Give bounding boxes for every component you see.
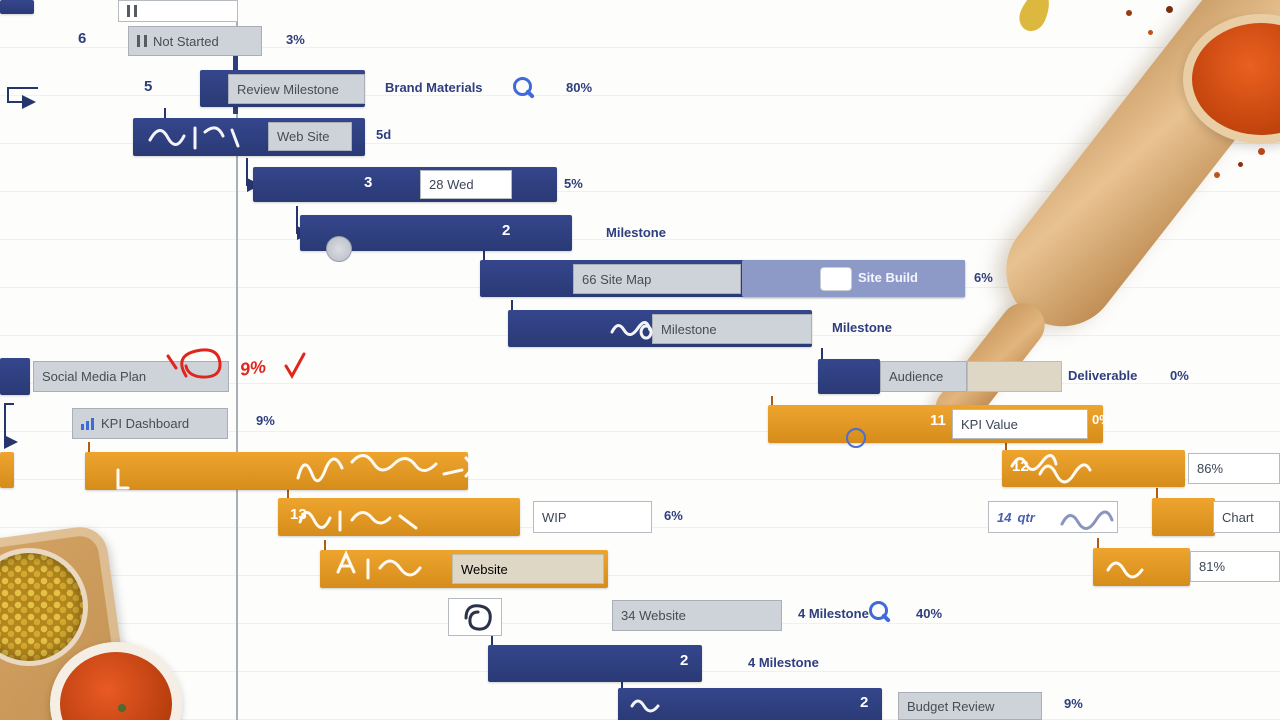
task-progress-box[interactable]: 86% [1188,453,1280,484]
task-label: Audience [889,369,944,384]
scribbled-note-box[interactable] [448,598,502,636]
task-date-box[interactable]: 28 Wed [420,170,512,199]
gantt-bar[interactable] [0,358,30,395]
task-id-label: 5 [144,78,153,95]
magnifier-icon[interactable] [512,76,536,100]
task-progress-label: 6% [974,270,993,285]
task-label: Website [461,561,508,577]
task-label-box[interactable]: Review Milestone [228,74,365,104]
task-name-label: Milestone [606,225,666,240]
task-id-label: 2 [680,652,689,669]
task-value-box[interactable]: KPI Value [952,409,1088,439]
task-id: 14 [997,509,1012,525]
task-label-box[interactable]: Chart [1213,501,1280,533]
task-id-label: 3 [364,174,373,191]
red-annotation-text: 9% [238,356,268,380]
task-label-box[interactable]: 34 Website [612,600,782,631]
partial-task-box[interactable] [118,0,238,22]
task-duration-label: 5d [376,127,392,142]
gantt-bar[interactable] [618,688,882,720]
spice-fleck [1166,6,1173,13]
gantt-bar[interactable] [488,645,702,682]
task-progress-label: 80% [566,80,593,95]
task-name-label: Brand Materials [385,80,483,95]
gantt-bar[interactable] [1002,450,1185,487]
task-label: Web Site [277,129,330,144]
gantt-bar[interactable] [1152,498,1215,536]
task-marker-icon [127,5,137,17]
task-id-label: 13 [290,506,307,523]
task-marker-icon [137,35,147,47]
task-label-box[interactable]: 66 Site Map [573,264,741,294]
task-progress-label: 0% [1092,412,1111,427]
task-progress-label: 9% [1064,696,1083,711]
task-label-box[interactable]: Web Site [268,122,352,151]
segment-label: Site Build [858,270,918,285]
kpi-chart-icon [81,417,95,430]
gantt-bar[interactable] [818,359,880,394]
spice-fleck [1214,172,1220,178]
task-progress: 81% [1199,559,1226,574]
task-name-label: Deliverable [1068,368,1138,383]
segment-pill-icon [820,267,852,291]
task-status: WIP [542,509,567,525]
today-marker-line [236,0,238,720]
gantt-bar[interactable] [85,452,468,490]
gantt-bar[interactable] [278,498,520,536]
task-label-box[interactable]: Milestone [652,314,812,344]
task-progress-label: 40% [916,606,943,621]
task-label-box[interactable]: KPI Dashboard [72,408,228,439]
task-id-label: 6 [78,30,87,47]
task-progress-label: 6% [664,508,683,523]
task-id-label: 12 [1012,458,1029,475]
gantt-bar-segment[interactable] [742,260,965,297]
spice-fleck [1126,10,1132,16]
seed-bowl-bottom-left [0,548,88,666]
task-label: Budget Review [907,698,995,714]
task-label-box[interactable]: Social Media Plan [33,361,229,392]
task-note-box[interactable]: 14 qtr [988,501,1118,533]
task-label: 34 Website [621,608,686,623]
task-label: Milestone [661,321,717,337]
task-id-label: 11 [930,412,946,429]
task-name-label: 4 Milestone [798,606,869,621]
task-label-box[interactable]: Budget Review [898,692,1042,720]
gantt-bar[interactable] [0,452,14,488]
task-label: KPI Dashboard [101,416,190,431]
spice-fleck [1148,30,1153,35]
task-progress-box[interactable]: 81% [1190,551,1280,582]
task-label: Chart [1222,509,1254,525]
spice-fleck [1238,162,1243,167]
task-note: qtr [1017,509,1035,525]
task-label: Review Milestone [237,81,339,97]
task-progress-label: 5% [564,176,583,191]
task-label: Not Started [153,33,219,49]
task-label-box[interactable]: Not Started [128,26,262,56]
task-progress-label: 0% [1170,368,1189,383]
task-progress: 86% [1197,461,1224,476]
magnifier-icon[interactable] [868,600,892,624]
task-label-box[interactable]: Website [452,554,604,584]
task-date: 28 Wed [429,177,474,192]
task-name-label: 4 Milestone [748,655,819,670]
task-beige-box[interactable] [967,361,1062,392]
blue-circle-annotation [846,428,866,448]
milestone-badge-icon [326,236,352,262]
task-value: KPI Value [961,416,1018,432]
task-id-label: 2 [860,694,869,711]
task-name-label: Milestone [832,320,892,335]
herb-fleck [118,704,126,712]
task-label: Social Media Plan [42,369,147,384]
task-id-label: 2 [502,222,511,239]
task-label-box[interactable]: Audience [880,361,967,392]
task-progress-label: 9% [256,413,275,428]
spice-fleck [1258,148,1265,155]
task-progress-label: 3% [286,32,305,47]
gantt-bar[interactable] [0,0,34,14]
task-label: 66 Site Map [582,271,652,287]
task-status-box[interactable]: WIP [533,501,652,533]
gantt-bar[interactable] [1093,548,1190,586]
